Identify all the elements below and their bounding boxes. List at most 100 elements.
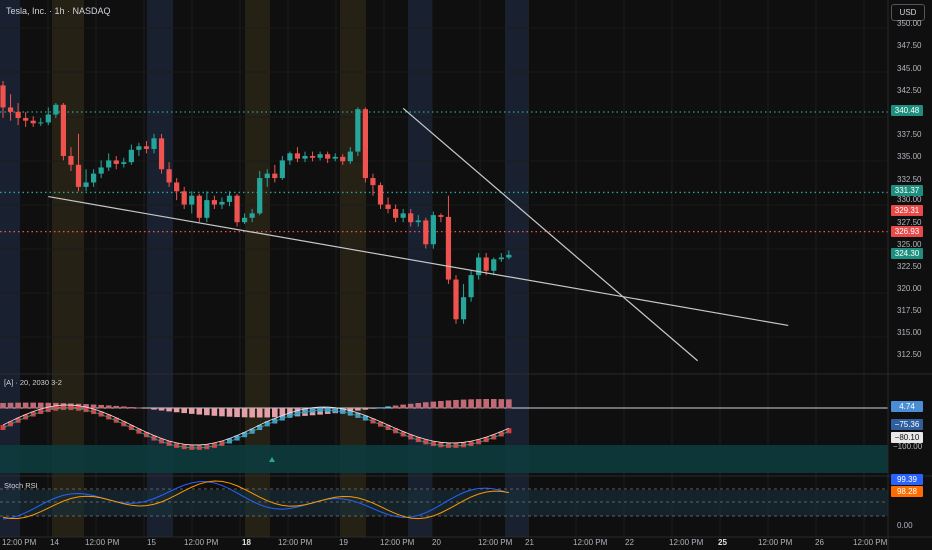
price-badge: 340.48 [891, 105, 923, 116]
macd-step [491, 434, 497, 440]
macd-step [91, 409, 97, 415]
macd-histogram-bar [415, 402, 422, 409]
time-tick-label: 12:00 PM [2, 538, 37, 547]
macd-step [159, 438, 165, 444]
price-tick-label: 337.50 [897, 130, 922, 139]
macd-step [506, 428, 512, 434]
macd-histogram-bar [279, 408, 286, 418]
candle-body [483, 257, 489, 271]
price-tick-label: 327.50 [897, 218, 922, 227]
macd-histogram-bar [158, 408, 165, 411]
macd-histogram-bar [30, 402, 36, 409]
macd-step [498, 431, 504, 437]
candlestick-series [0, 80, 512, 324]
macd-step [174, 442, 180, 448]
candle-body [38, 122, 44, 124]
macd-step [310, 407, 316, 413]
candle-body [445, 216, 452, 280]
macd-histogram-bar [430, 401, 437, 409]
candle-body [362, 109, 368, 179]
macd-step [438, 442, 444, 448]
macd-step [415, 437, 421, 443]
time-tick-label: 12:00 PM [478, 538, 513, 547]
candle-body [257, 178, 263, 214]
candle-body [7, 107, 14, 112]
candle-body [408, 213, 414, 223]
candle-body [15, 111, 21, 119]
candle-body [460, 297, 467, 320]
macd-histogram-bar [490, 399, 497, 409]
macd-histogram-bar [136, 407, 142, 409]
price-tick-label: 315.00 [897, 328, 922, 337]
candle-body [106, 160, 112, 168]
macd-histogram-bar [468, 399, 474, 409]
macd-histogram-bar [226, 408, 233, 417]
macd-histogram-bar [7, 402, 14, 409]
macd-histogram-bar [445, 400, 452, 409]
macd-step [362, 415, 368, 421]
price-tick-label: 325.00 [897, 240, 922, 249]
macd-step [355, 412, 361, 418]
macd-step [393, 428, 399, 434]
macd-histogram-bar [264, 408, 271, 418]
price-badge: 326.93 [891, 226, 923, 237]
macd-step [83, 407, 89, 413]
stoch-rsi-title[interactable]: Stoch RSI [4, 481, 38, 490]
macd-histogram-bar [219, 408, 225, 417]
macd-step [106, 414, 112, 420]
candle-body [272, 173, 278, 179]
candle-body [340, 156, 346, 162]
price-tick-label: 342.50 [897, 86, 922, 95]
candle-body [476, 257, 482, 276]
price-badge: 324.30 [891, 248, 923, 259]
candle-body [158, 138, 165, 170]
currency-button[interactable]: USD [891, 4, 925, 21]
horizontal-levels [0, 111, 888, 233]
time-tick-label: 15 [147, 538, 156, 547]
macd-step [483, 437, 489, 443]
candle-body [415, 220, 421, 223]
symbol-header[interactable]: Tesla, Inc. · 1h · NASDAQ [6, 6, 111, 16]
price-tick-label: 332.50 [897, 175, 922, 184]
macd-step [0, 425, 6, 430]
macd-histogram-bar [121, 406, 127, 409]
trendline [48, 195, 789, 327]
price-tick-label: 322.50 [897, 262, 922, 271]
macd-histogram-bar [392, 405, 399, 409]
macd-step [287, 412, 293, 418]
macd-histogram-bar [423, 402, 429, 409]
macd-histogram-bar [453, 399, 459, 409]
candle-body [75, 164, 82, 187]
macd-step [385, 425, 391, 430]
macd-step [136, 428, 142, 434]
macd-step [279, 415, 285, 421]
candle-body [166, 169, 172, 183]
price-tick-label: 317.50 [897, 306, 922, 315]
candle-body [196, 195, 202, 218]
macd-histogram-bar [128, 406, 135, 409]
macd-histogram-bar [45, 402, 52, 409]
macd-histogram-bar [173, 408, 180, 413]
candle-body [226, 195, 233, 202]
macd-step [408, 434, 414, 440]
macd-title[interactable]: [A] · 20, 2030 3-2 [4, 378, 62, 387]
price-tick-label: 350.00 [897, 19, 922, 28]
candle-body [498, 257, 504, 260]
macd-histogram-bar [196, 408, 203, 415]
macd-step [378, 421, 383, 427]
time-tick-label: 18 [242, 538, 251, 547]
macd-histogram-bar [438, 400, 444, 409]
candle-body [249, 213, 255, 218]
macd-histogram-bar [370, 408, 376, 409]
price-badge: 329.31 [891, 205, 923, 216]
macd-step [68, 405, 74, 411]
candle-body [53, 104, 59, 115]
macd-step [128, 425, 134, 430]
stoch-rsi-series [0, 480, 888, 520]
macd-step [370, 418, 376, 424]
macd-histogram-bar [151, 408, 157, 410]
macd-badge: −75.36 [891, 419, 923, 430]
candle-body [136, 146, 142, 150]
